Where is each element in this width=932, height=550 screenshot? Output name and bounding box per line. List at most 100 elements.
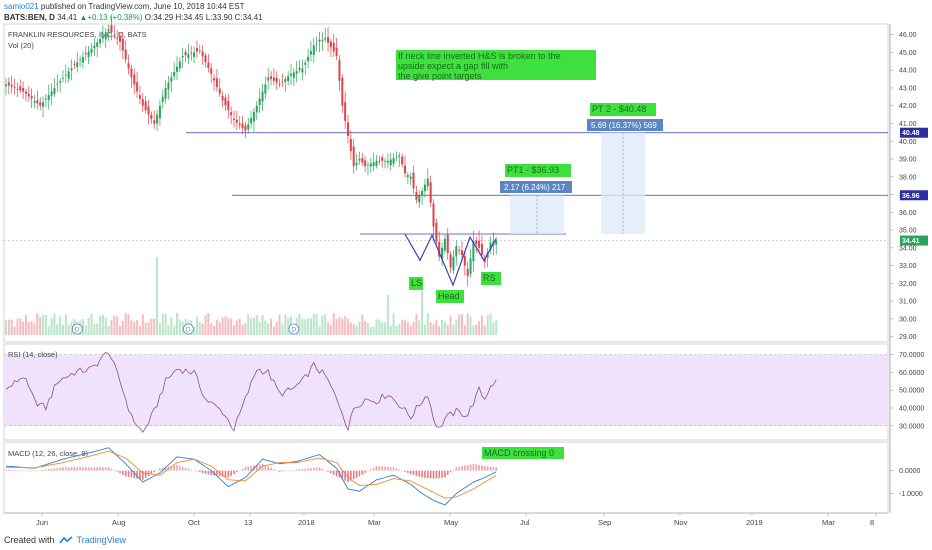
candle-body: [312, 45, 315, 55]
volume-bar: [107, 325, 110, 335]
candle-body: [184, 51, 187, 56]
volume-bar: [287, 317, 290, 335]
volume-bar: [421, 291, 424, 335]
macd-histogram-bar: [327, 470, 329, 472]
candle-body: [56, 83, 59, 85]
pt1-label-box: [505, 164, 571, 177]
rsi-tick-label: 50.0000: [899, 388, 924, 395]
macd-histogram-bar: [119, 470, 121, 474]
volume-bar: [483, 325, 486, 335]
macd-histogram-bar: [273, 469, 275, 471]
candle-body: [161, 96, 164, 103]
volume-bar: [395, 326, 398, 335]
volume-bar: [469, 316, 472, 335]
volume-bar: [281, 324, 284, 335]
dividend-marker-icon: [71, 323, 83, 335]
volume-bar: [10, 319, 13, 335]
volume-bar: [261, 315, 264, 335]
author-link[interactable]: samio021: [4, 2, 39, 11]
candle-body: [67, 71, 70, 79]
volume-bar: [87, 318, 90, 335]
candle-body: [247, 124, 250, 130]
volume-bar: [252, 317, 255, 335]
volume-bar: [329, 324, 332, 335]
candle-body: [423, 184, 426, 192]
candle-body: [443, 238, 446, 251]
macd-histogram-bar: [375, 466, 378, 471]
volume-bar: [461, 313, 463, 335]
volume-bar: [156, 257, 159, 335]
candle-body: [47, 95, 50, 101]
macd-histogram-bar: [13, 469, 16, 471]
macd-histogram-bar: [233, 470, 235, 475]
macd-histogram-bar: [478, 464, 480, 471]
candle-body: [364, 160, 367, 167]
volume-bar: [404, 320, 406, 335]
volume-bar: [284, 314, 287, 335]
macd-histogram-bar: [65, 467, 67, 471]
macd-histogram-bar: [472, 463, 475, 471]
macd-histogram-bar: [427, 470, 429, 479]
candle-body: [235, 119, 238, 123]
macd-histogram-bar: [230, 470, 232, 476]
macd-histogram-bar: [350, 470, 352, 481]
macd-histogram-bar: [344, 470, 346, 481]
volume-bar: [486, 315, 489, 335]
candle-body: [366, 164, 369, 166]
volume-bar: [195, 316, 198, 335]
candle-body: [42, 102, 45, 107]
macd-histogram-bar: [67, 467, 70, 471]
candle-body: [10, 85, 13, 87]
candle-body: [44, 98, 47, 100]
candle-body: [452, 256, 455, 271]
volume-bar: [167, 325, 170, 335]
volume-bar: [64, 314, 67, 335]
macd-histogram-bar: [5, 469, 7, 471]
candle-body: [195, 48, 198, 52]
candle-body: [39, 102, 42, 106]
volume-bar: [409, 325, 412, 335]
ticker-symbol: BATS:BEN, D: [4, 13, 55, 22]
macd-histogram-bar: [70, 467, 73, 471]
x-tick-label: May: [444, 518, 458, 527]
macd-histogram-bar: [464, 465, 466, 471]
x-tick-label: Nov: [674, 518, 688, 527]
volume-bar: [59, 316, 62, 335]
macd-histogram-bar: [495, 467, 497, 471]
volume-bar: [480, 315, 483, 335]
candle-body: [124, 49, 127, 60]
candle-body: [463, 256, 466, 266]
price-tick-label: 43.00: [899, 85, 917, 92]
macd-histogram-bar: [136, 470, 138, 479]
volume-label: Vol (20): [8, 41, 34, 50]
macd-histogram-bar: [469, 464, 472, 471]
candle-body: [275, 77, 278, 83]
macd-histogram-bar: [449, 470, 452, 473]
tradingview-brand[interactable]: TradingView: [76, 535, 127, 545]
candle-body: [395, 156, 398, 158]
candle-body: [344, 102, 347, 121]
macd-histogram-bar: [361, 470, 364, 475]
macd-histogram-bar: [321, 468, 324, 471]
macd-histogram-bar: [73, 467, 76, 471]
volume-bar: [389, 325, 392, 335]
volume-bar: [13, 326, 16, 335]
footer: Created with TradingView: [4, 535, 126, 545]
macd-histogram-bar: [458, 466, 460, 471]
macd-histogram-bar: [30, 470, 33, 472]
volume-bar: [22, 321, 25, 335]
volume-bar: [423, 324, 426, 335]
candle-body: [190, 52, 193, 54]
macd-histogram-bar: [492, 466, 495, 471]
macd-histogram-bar: [281, 470, 284, 472]
volume-bar: [406, 322, 409, 335]
macd-histogram-bar: [441, 470, 443, 478]
volume-bar: [204, 315, 207, 335]
volume-bar: [218, 321, 221, 335]
macd-histogram-bar: [398, 469, 401, 471]
chart-title: FRANKLIN RESOURCES, INC., D, BATS: [8, 30, 147, 39]
x-tick-label: 13: [244, 518, 252, 527]
axis-price-badge-label: 34.41: [902, 238, 920, 245]
macd-label: MACD (12, 26, close, 9): [8, 449, 89, 458]
